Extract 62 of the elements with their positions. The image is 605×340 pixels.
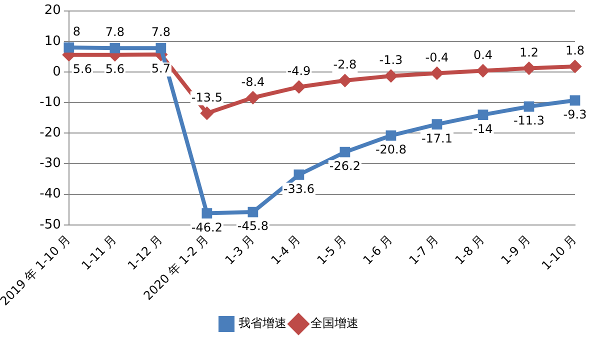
data-label: -11.3 (513, 114, 545, 128)
data-label: -46.2 (191, 220, 222, 234)
data-label: 5.7 (151, 62, 170, 76)
data-label: -33.6 (283, 182, 314, 196)
data-label: -8.4 (241, 74, 265, 89)
point (386, 130, 396, 141)
x-tick-label: 1-8 月 (452, 232, 488, 268)
point (522, 62, 535, 74)
x-tick-label: 1-4 月 (268, 232, 304, 268)
data-label: -0.4 (425, 50, 449, 64)
point (64, 42, 74, 53)
point (432, 119, 442, 130)
y-tick-label: 20 (44, 3, 61, 18)
y-tick-label: -50 (40, 217, 61, 232)
point (478, 110, 488, 120)
data-label: -1.3 (379, 53, 403, 68)
data-label: 0.4 (473, 48, 493, 62)
point (292, 80, 305, 93)
data-label: -20.8 (375, 142, 406, 157)
x-tick-label: 1-3 月 (222, 232, 258, 268)
data-label: -26.2 (329, 159, 360, 174)
point (476, 64, 489, 77)
point (338, 74, 351, 87)
data-label: -45.8 (237, 219, 268, 234)
point (248, 206, 258, 218)
x-tick-label: 1-6 月 (360, 232, 396, 268)
y-tick-label: -40 (40, 186, 61, 202)
data-label: 5.6 (72, 62, 92, 76)
data-label: -17.1 (421, 131, 453, 146)
point (570, 95, 580, 106)
data-label: 7.8 (105, 25, 124, 40)
data-label: 1.2 (519, 45, 539, 60)
data-label: -13.5 (191, 90, 222, 104)
point (200, 107, 213, 120)
legend-label: 我省增速 (238, 316, 286, 330)
y-tick-label: -10 (40, 94, 61, 110)
point (340, 146, 350, 158)
data-label: -14 (473, 122, 493, 136)
y-tick-label: -30 (40, 156, 61, 172)
data-label: -4.9 (287, 64, 311, 78)
point (156, 42, 166, 54)
data-label: -9.3 (563, 108, 587, 122)
x-tick-label: 1-7 月 (406, 232, 442, 268)
point (246, 92, 259, 104)
point (110, 42, 120, 54)
point (384, 70, 397, 82)
data-label: 5.6 (105, 62, 124, 76)
legend-label: 全国增速 (310, 316, 358, 330)
data-label: 8 (72, 24, 81, 39)
x-tick-label: 1-9 月 (498, 232, 534, 268)
point (294, 170, 304, 180)
y-tick-label: 10 (44, 34, 61, 49)
data-label: -2.8 (333, 58, 357, 72)
data-label: 1.8 (565, 44, 585, 58)
x-tick-label: 1-5 月 (314, 232, 350, 268)
y-tick-label: 0 (52, 64, 61, 80)
point (430, 67, 443, 80)
point (202, 208, 212, 218)
point (569, 60, 581, 72)
y-tick-label: -20 (40, 126, 61, 141)
point (524, 101, 534, 112)
data-label: 7.8 (151, 25, 170, 40)
